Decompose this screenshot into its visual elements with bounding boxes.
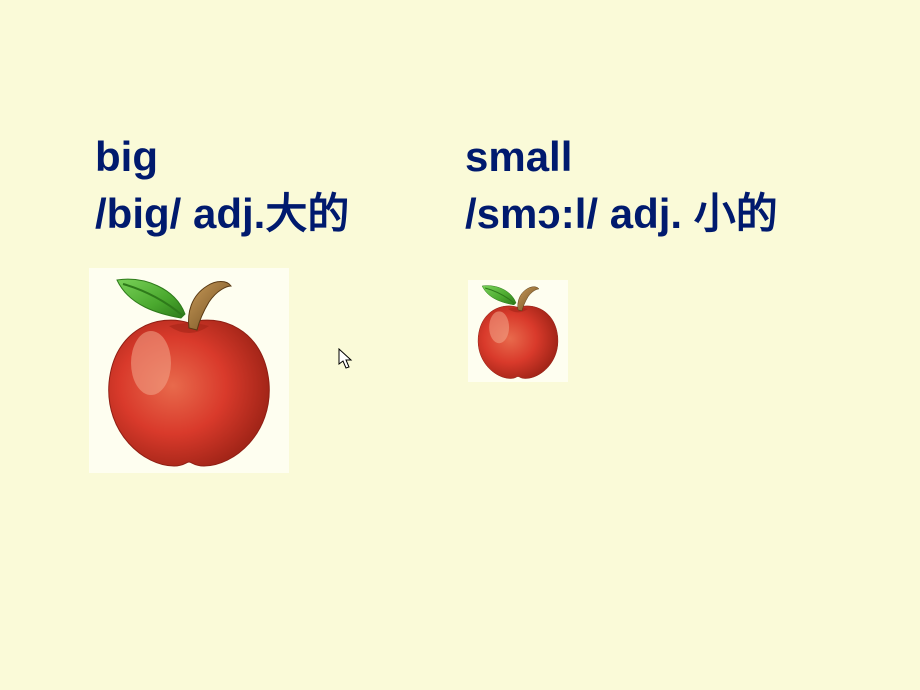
detail-big: /big/ adj.大的 bbox=[95, 187, 349, 242]
apple-icon bbox=[89, 268, 289, 473]
apple-illustration-big bbox=[89, 268, 289, 473]
detail-small: /smɔ:l/ adj. 小的 bbox=[465, 187, 778, 242]
vocab-entry-small: small /smɔ:l/ adj. 小的 bbox=[465, 130, 778, 241]
apple-illustration-small bbox=[468, 280, 568, 382]
apple-icon bbox=[468, 280, 568, 382]
word-small: small bbox=[465, 130, 778, 185]
word-big: big bbox=[95, 130, 349, 185]
cursor-icon bbox=[338, 348, 354, 370]
vocab-entry-big: big /big/ adj.大的 bbox=[95, 130, 349, 241]
